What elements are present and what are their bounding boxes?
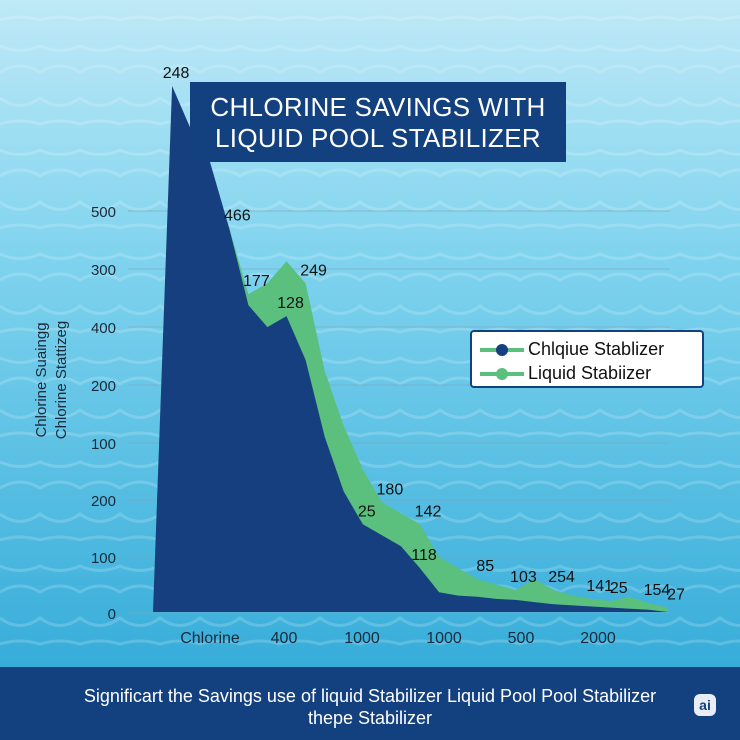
y-axis-label: Chlorine Suaingg Chlorine Stattizeg: [33, 321, 70, 439]
y-tick-label: 100: [91, 550, 116, 567]
ai-badge-icon: ai: [694, 694, 716, 716]
caustic-ripple: [0, 304, 740, 315]
data-label: 177: [243, 273, 270, 290]
chart-title-line-2: LIQUID POOL STABILIZER: [215, 123, 541, 153]
chart-title-line-1: CHLORINE SAVINGS WITH: [210, 92, 546, 122]
y-tick-label: 400: [91, 320, 116, 337]
y-tick-label: 500: [91, 204, 116, 221]
caustic-ripple: [0, 408, 740, 419]
data-label: 103: [510, 569, 537, 586]
x-axis-ticks: Chlorine 400 1000 1000 500 2000: [180, 630, 616, 647]
caustic-ripple: [0, 431, 740, 438]
footer-line-1: Significart the Savings use of liquid St…: [83, 686, 657, 706]
data-label: 248: [163, 65, 190, 82]
data-label: 25: [358, 503, 376, 520]
caustic-ripple: [0, 168, 740, 178]
caustic-ripple: [0, 272, 740, 282]
y-tick-label: 100: [91, 436, 116, 453]
y-axis-label-line: Chlorine Stattizeg: [53, 321, 70, 439]
data-label: 27: [667, 587, 685, 604]
y-tick-label: 200: [91, 378, 116, 395]
footer-line-2: thepe Stabilizer: [307, 708, 433, 728]
y-tick-label: 0: [108, 606, 116, 623]
series-area-chlorine: [145, 86, 668, 612]
data-label: 154: [644, 582, 671, 599]
x-tick-label: 1000: [344, 630, 380, 647]
caustic-ripple: [0, 616, 740, 627]
x-tick-label: 2000: [580, 630, 616, 647]
legend-label-chlorine: Chlqiue Stablizer: [528, 339, 665, 359]
caustic-ripple: [0, 44, 740, 52]
footer-caption: Significart the Savings use of liquid St…: [0, 667, 740, 740]
chart-title: CHLORINE SAVINGS WITH LIQUID POOL STABIL…: [190, 82, 566, 162]
data-label: 25: [610, 580, 628, 597]
caustic-ripple: [0, 460, 740, 468]
legend-label-liquid: Liquid Stabiizer: [528, 363, 652, 383]
data-label: 142: [415, 503, 442, 520]
caustic-ripple: [0, 223, 740, 230]
data-label: 466: [224, 207, 251, 224]
caustic-ripple: [0, 64, 740, 74]
x-tick-label: Chlorine: [180, 630, 240, 647]
x-tick-label: 500: [508, 630, 535, 647]
caustic-ripple: [0, 200, 740, 211]
data-label: 141: [586, 578, 613, 595]
legend-item-chlorine: Chlqiue Stablizer: [480, 338, 700, 362]
legend-swatch-liquid: [480, 368, 524, 380]
caustic-ripple: [0, 252, 740, 260]
caustic-ripple: [0, 639, 740, 646]
data-label: 118: [411, 547, 437, 564]
data-label: 128: [277, 295, 304, 312]
y-axis-ticks: 500 300 400 200 100 200 100 0: [91, 204, 116, 623]
y-tick-label: 300: [91, 262, 116, 279]
y-tick-label: 200: [91, 493, 116, 510]
x-tick-label: 400: [271, 630, 298, 647]
x-tick-label: 1000: [426, 630, 462, 647]
data-label: 180: [377, 481, 404, 498]
data-label: 85: [476, 558, 494, 575]
caustic-ripple: [0, 480, 740, 490]
caustic-ripple: [0, 15, 740, 22]
data-label: 254: [548, 569, 575, 586]
y-axis-label-line: Chlorine Suaingg: [33, 322, 50, 437]
chart-areas: [145, 86, 668, 612]
legend-swatch-chlorine: [480, 344, 524, 356]
chart-legend: Chlqiue Stablizer Liquid Stabiizer: [470, 330, 704, 388]
data-label: 249: [300, 262, 327, 279]
legend-item-liquid: Liquid Stabiizer: [480, 362, 700, 386]
